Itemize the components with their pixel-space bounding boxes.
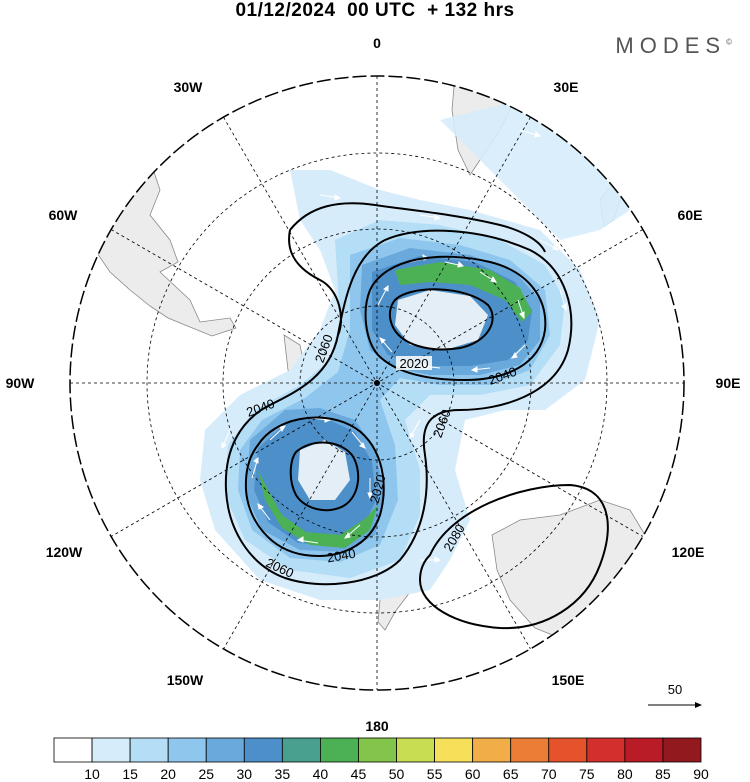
colorbar-swatch: [129, 737, 169, 763]
wind-vector: [343, 524, 361, 539]
brand-mark: ©: [726, 37, 732, 47]
wind-vector: [409, 419, 421, 439]
polar-map: 2020 2020 2040 2040 2040 2060 2060 2060 …: [6, 35, 741, 734]
lon-label-60w: 60W: [49, 207, 79, 223]
colorbar-swatch: [53, 737, 93, 763]
longitude-labels: 0 30E 60E 90E 120E 150E 180 150W 120W 90…: [6, 35, 741, 734]
lon-label-120e: 120E: [672, 544, 705, 560]
wind-vector: [519, 129, 542, 138]
colorbar-tick-label: 20: [160, 766, 176, 782]
wind-vector: [420, 556, 442, 563]
wind-vector: [419, 214, 442, 221]
reference-vector: 50: [648, 682, 702, 708]
map-title: 01/12/2024 00 UTC + 132 hrs: [235, 0, 515, 21]
reference-vector-label: 50: [668, 682, 682, 697]
brand-name: MODES: [615, 33, 727, 58]
colorbar-swatch: [548, 737, 588, 763]
arrow-head-icon: [695, 702, 702, 708]
colorbar-tick-label: 70: [541, 766, 557, 782]
contour-2080: [418, 483, 609, 630]
wind-vector: [510, 344, 526, 359]
colorbar-tick-label: 75: [579, 766, 595, 782]
map-boundary: [69, 75, 685, 691]
colorbar-tick-label: 30: [237, 766, 253, 782]
wind-vector: [319, 194, 342, 201]
colorbar-ticks: 10 15 20 25 30 35 40 45 50 55 60 65 70 75 80 85 90: [84, 766, 709, 782]
wind-vector: [377, 285, 389, 306]
colorbar-tick-label: 60: [465, 766, 481, 782]
colorbar-tick-label: 35: [275, 766, 291, 782]
lon-label-180: 180: [365, 718, 389, 734]
brand-logo: MODES©: [615, 33, 732, 59]
south-pole-marker: [374, 380, 380, 386]
colorbar-swatch: [281, 737, 321, 763]
wind-vector: [269, 425, 287, 441]
colorbar-tick-label: 45: [351, 766, 367, 782]
colorbar-swatch: [510, 737, 550, 763]
contour-label-group: 2020 2020 2040 2040 2040 2060 2060 2060 …: [244, 332, 518, 581]
colorbar-tick-label: 10: [84, 766, 100, 782]
colorbar-tick-label: 50: [389, 766, 405, 782]
colorbar-swatch: [243, 737, 283, 763]
lon-label-120w: 120W: [46, 544, 83, 560]
wind-vector: [444, 260, 465, 268]
colorbar-swatch: [167, 737, 207, 763]
wind-vector: [470, 366, 491, 373]
height-contours: [224, 202, 609, 630]
colorbar-swatches: [53, 737, 702, 763]
contour-2060-west: [288, 202, 546, 336]
colorbar-swatch: [396, 737, 435, 763]
colorbar-swatch: [662, 737, 702, 763]
wind-vector: [251, 457, 259, 479]
lon-label-90w: 90W: [6, 375, 36, 391]
colorbar-swatch: [472, 737, 512, 763]
colorbar-tick-label: 15: [122, 766, 138, 782]
contour-2040-b: [244, 416, 385, 557]
lon-label-0: 0: [373, 35, 381, 51]
lon-label-150w: 150W: [167, 672, 204, 688]
wind-vector: [367, 478, 373, 500]
contour-2040-a: [364, 255, 547, 382]
wind-vector: [257, 502, 271, 521]
wind-vector: [517, 299, 525, 320]
colorbar-tick-label: 65: [503, 766, 519, 782]
colorbar-swatch: [434, 737, 474, 763]
wind-vector: [296, 536, 319, 544]
contour-2020-a: [388, 288, 494, 351]
lon-label-90e: 90E: [716, 375, 741, 391]
contour-2020-b: [289, 441, 360, 512]
colorbar-tick-label: 90: [693, 766, 709, 782]
colorbar-tick-label: 55: [427, 766, 443, 782]
wind-vector: [351, 431, 366, 449]
wind-shading: [200, 100, 660, 600]
colorbar-swatch: [205, 737, 245, 763]
lon-label-30e: 30E: [554, 79, 579, 95]
colorbar-tick-label: 85: [655, 766, 671, 782]
lon-label-30w: 30W: [174, 79, 204, 95]
wind-vector: [479, 271, 498, 283]
wind-vector: [539, 239, 560, 251]
wind-vector: [221, 429, 231, 449]
contour-label: 2020: [400, 356, 429, 371]
colorbar-swatch: [358, 737, 397, 763]
colorbar-swatch: [624, 737, 664, 763]
wind-vectors: [221, 129, 567, 563]
contour-label: 2020: [367, 473, 389, 505]
colorbar-tick-label: 80: [617, 766, 633, 782]
colorbar-swatch: [91, 737, 131, 763]
contour-label: 2040: [326, 546, 357, 566]
colorbar-swatch: [320, 737, 359, 763]
contour-2060: [224, 229, 573, 586]
colorbar-tick-label: 40: [313, 766, 329, 782]
colorbar-swatch: [586, 737, 626, 763]
colorbar-tick-label: 25: [198, 766, 214, 782]
lon-label-150e: 150E: [552, 672, 585, 688]
wind-vector: [559, 289, 567, 312]
wind-vector: [379, 337, 393, 353]
lon-label-60e: 60E: [678, 207, 703, 223]
